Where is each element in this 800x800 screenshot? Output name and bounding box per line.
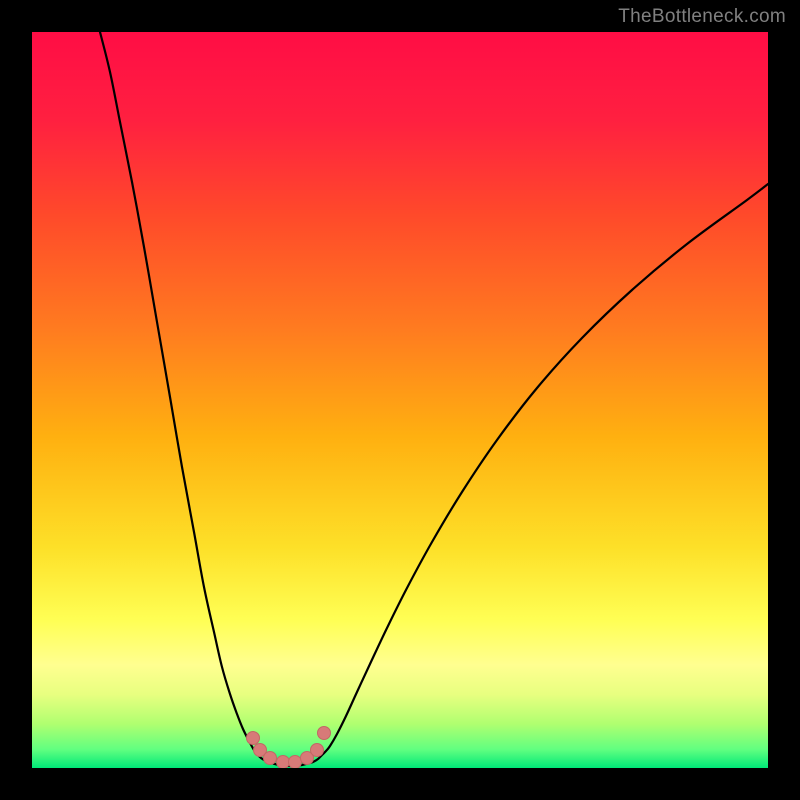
bottleneck-chart-svg xyxy=(32,32,768,768)
data-marker xyxy=(289,756,302,769)
watermark-text: TheBottleneck.com xyxy=(618,6,786,28)
data-marker xyxy=(311,744,324,757)
gradient-background xyxy=(32,32,768,768)
data-marker xyxy=(318,727,331,740)
data-marker xyxy=(247,732,260,745)
data-marker xyxy=(264,752,277,765)
data-marker xyxy=(277,756,290,769)
chart-frame: TheBottleneck.com xyxy=(0,0,800,800)
plot-area xyxy=(32,32,768,768)
